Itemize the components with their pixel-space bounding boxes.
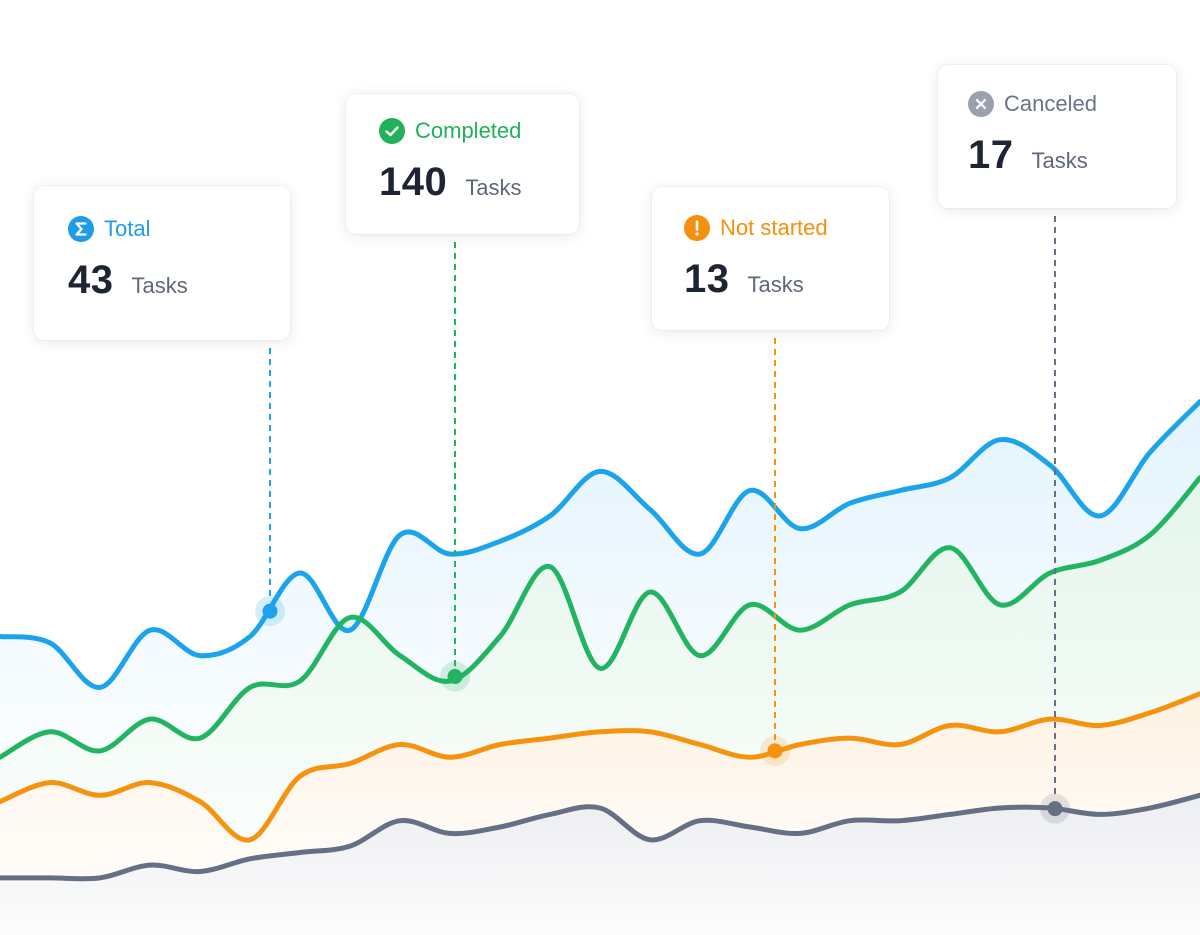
not-started-label-row: Not started [684,215,857,241]
marker-guides [269,216,1056,799]
series-lines [0,399,1200,882]
not-started-value-row: 13 Tasks [684,257,857,302]
completed-value-row: 140 Tasks [379,160,546,205]
total-label-row: Total [68,216,256,242]
not-started-card: Not started 13 Tasks [652,187,889,330]
completed-count: 140 [379,160,448,204]
total-count: 43 [68,258,114,302]
x-circle-icon [968,91,994,117]
canceled-unit: Tasks [1031,148,1088,173]
canceled-label: Canceled [1004,91,1097,116]
series-3-area [0,795,1200,935]
not-started-marker-dot [767,743,783,759]
canceled-marker-dot [1047,801,1063,817]
completed-card: Completed 140 Tasks [346,94,579,234]
exclamation-circle-icon [684,215,710,241]
series-2-area [0,693,1200,879]
completed-marker-dot [447,669,463,685]
completed-unit: Tasks [465,175,522,200]
completed-label-row: Completed [379,118,546,144]
not-started-label: Not started [720,215,828,240]
check-circle-icon [379,118,405,144]
not-started-count: 13 [684,257,730,301]
total-unit: Tasks [131,273,188,298]
sigma-icon [68,216,94,242]
series-3-line [0,792,1200,882]
completed-label: Completed [415,118,522,143]
series-1-area [0,477,1200,841]
total-card: Total 43 Tasks [34,186,290,340]
canceled-label-row: Canceled [968,91,1146,117]
canceled-card: Canceled 17 Tasks [938,65,1176,208]
total-marker-dot [262,603,278,619]
marker-dots [255,596,1070,824]
not-started-unit: Tasks [747,272,804,297]
total-label: Total [104,216,151,241]
series-2-line [0,691,1200,843]
total-value-row: 43 Tasks [68,258,256,303]
canceled-count: 17 [968,133,1014,177]
series-1-line [0,475,1200,760]
series-0-line [0,399,1200,690]
canceled-value-row: 17 Tasks [968,133,1146,178]
